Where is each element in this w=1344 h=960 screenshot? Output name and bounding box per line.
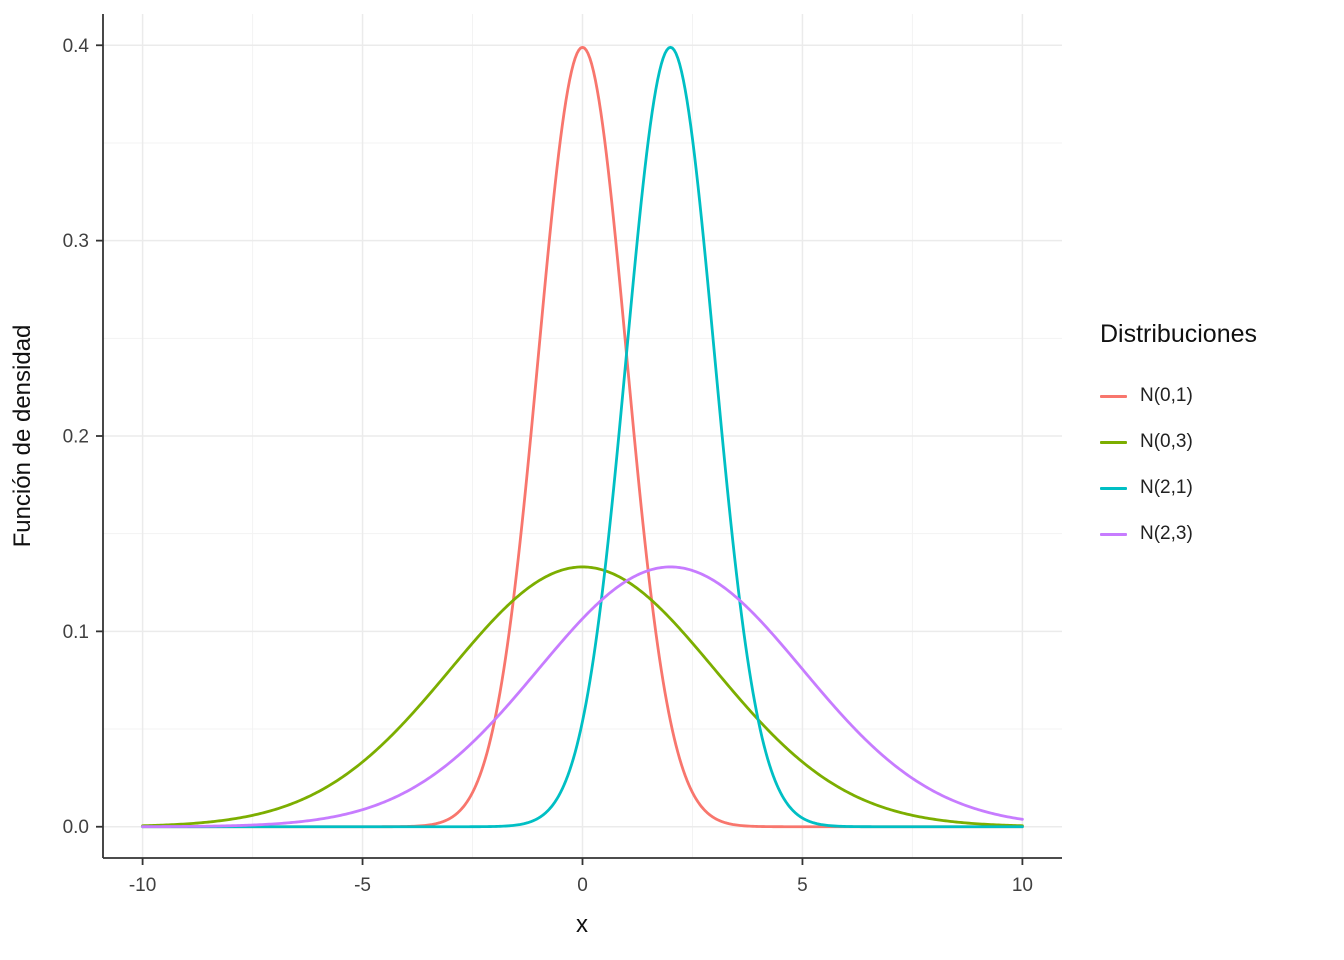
x-tick-label: -10 <box>129 875 156 896</box>
legend-item: N(2,1) <box>1100 465 1340 511</box>
y-tick-label: 0.1 <box>63 622 89 643</box>
legend-label: N(0,1) <box>1140 385 1193 406</box>
legend-label: N(0,3) <box>1140 431 1193 452</box>
x-tick-label: 0 <box>577 875 588 896</box>
legend-label: N(2,3) <box>1140 523 1193 544</box>
density-chart: -10 -5 0 5 10 0.0 0.1 0.2 0.3 0.4 x Función de de… <box>9 14 1062 938</box>
curve-N(0,3) <box>141 565 1024 828</box>
curve-N(2,1) <box>141 45 1024 829</box>
legend-item: N(0,1) <box>1100 373 1340 419</box>
y-tick-label: 0.4 <box>63 36 90 57</box>
legend: Distribuciones N(0,1) N(0,3) N(2,1) N(2,… <box>1100 320 1340 557</box>
density-curves <box>141 45 1024 829</box>
x-tick-label: 5 <box>797 875 808 896</box>
legend-key-line-icon <box>1100 440 1127 444</box>
legend-key-line-icon <box>1100 394 1127 398</box>
curve-N(2,3) <box>141 565 1024 829</box>
legend-label: N(2,1) <box>1140 477 1193 498</box>
gridlines <box>103 14 1062 858</box>
legend-item: N(2,3) <box>1100 511 1340 557</box>
y-tick-label: 0.3 <box>63 231 89 252</box>
legend-item: N(0,3) <box>1100 419 1340 465</box>
legend-key-line-icon <box>1100 486 1127 490</box>
axis-ticks: -10 -5 0 5 10 0.0 0.1 0.2 0.3 0.4 <box>63 36 1033 896</box>
y-tick-label: 0.0 <box>63 817 89 838</box>
x-tick-label: -5 <box>354 875 371 896</box>
x-axis-title: x <box>576 911 588 938</box>
legend-key-line-icon <box>1100 532 1127 536</box>
x-tick-label: 10 <box>1012 875 1033 896</box>
y-tick-label: 0.2 <box>63 427 89 448</box>
y-axis-title: Función de densidad <box>9 325 36 548</box>
legend-title: Distribuciones <box>1100 320 1258 348</box>
